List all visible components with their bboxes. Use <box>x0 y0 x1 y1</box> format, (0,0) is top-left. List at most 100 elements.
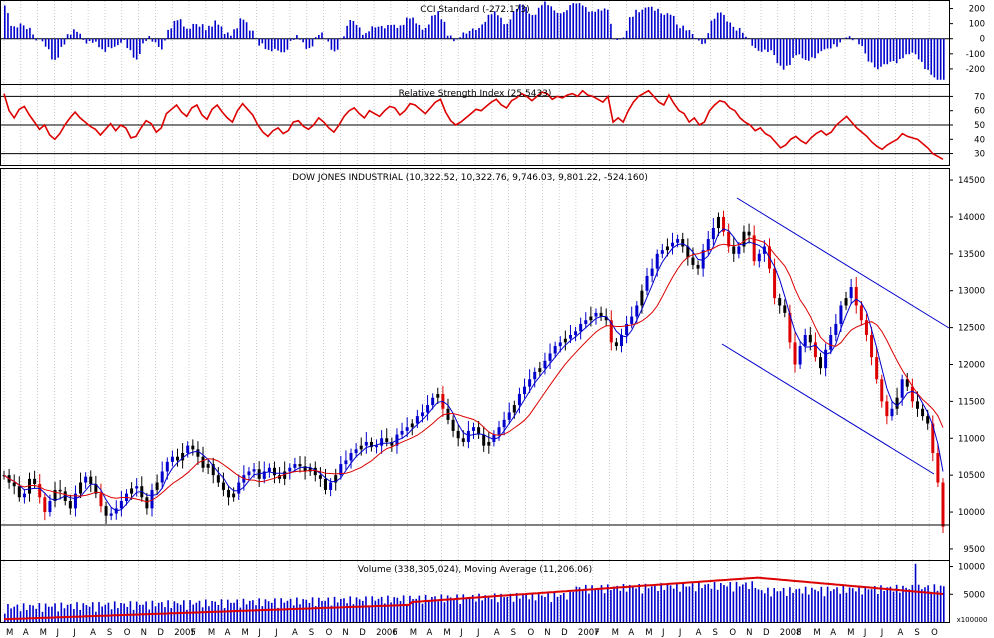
moving-averages <box>3 228 944 512</box>
volume-bar <box>449 597 452 622</box>
cci-bar <box>763 38 766 50</box>
cci-bar <box>710 20 713 39</box>
cci-bar <box>641 9 644 39</box>
candle-body <box>216 475 220 483</box>
candle-body <box>533 371 537 380</box>
cci-bar <box>647 7 650 39</box>
volume-bar <box>377 598 380 622</box>
cci-bar <box>267 38 270 50</box>
volume-bar <box>487 595 490 622</box>
trend-channel <box>0 197 950 526</box>
cci-bar <box>628 17 631 39</box>
cci-bar <box>66 34 69 39</box>
candle-body <box>844 298 848 306</box>
volume-bar <box>833 589 835 622</box>
cci-bar <box>195 24 198 39</box>
volume-bar <box>877 594 879 622</box>
volume-bar <box>308 603 311 622</box>
cci-bar <box>773 38 776 56</box>
y-tick-label: 11000 <box>958 434 985 444</box>
volume-bar <box>672 588 675 622</box>
volume-bar <box>575 586 578 622</box>
volume-bar <box>726 586 728 622</box>
cci-bar <box>757 38 760 51</box>
cci-bar <box>698 38 700 41</box>
volume-bar <box>475 601 477 622</box>
candle-body <box>681 239 685 247</box>
candle-body <box>252 469 256 472</box>
y-tick-label: 60 <box>974 107 985 117</box>
candle-body <box>711 228 715 240</box>
volume-bar <box>443 602 446 622</box>
cci-bar <box>449 35 452 39</box>
cci-bar <box>578 3 581 39</box>
volume-bar <box>710 588 713 622</box>
candle-body <box>635 305 639 317</box>
candle-body <box>109 513 113 516</box>
volume-bar <box>669 585 672 622</box>
candle-body <box>288 467 292 472</box>
volume-bar <box>261 606 264 622</box>
candle-body <box>813 342 817 358</box>
candle-body <box>104 506 108 516</box>
volume-bar <box>864 586 867 622</box>
volume-bar <box>299 604 301 622</box>
volume-bar <box>311 597 314 622</box>
candle-body <box>119 500 123 509</box>
cci-bar <box>76 31 78 39</box>
cci-bar <box>377 26 380 39</box>
volume-bar <box>289 598 292 622</box>
volume-bar <box>588 593 590 622</box>
cci-bar <box>383 28 386 39</box>
volume-bar <box>663 589 666 622</box>
x-tick-label: J <box>257 628 261 638</box>
candle-body <box>206 464 210 468</box>
candle-body <box>364 441 368 446</box>
cci-bar <box>154 38 157 43</box>
cci-bar <box>801 38 804 59</box>
candle-body <box>783 305 787 313</box>
cci-bar <box>280 38 282 53</box>
cci-bar <box>911 38 914 53</box>
volume-bar <box>440 594 443 622</box>
cci-bar <box>619 38 622 40</box>
candle-body <box>543 360 547 369</box>
cci-bar <box>519 4 521 39</box>
cci-bar <box>563 12 565 39</box>
cci-bar <box>113 38 116 47</box>
volume-bar <box>795 589 797 622</box>
volume-bar <box>302 599 304 622</box>
cci-bar <box>936 38 939 80</box>
volume-bar <box>785 595 788 622</box>
cci-bar <box>189 28 191 39</box>
candle-body <box>375 445 379 448</box>
volume-bar <box>490 599 493 622</box>
x-tick-label: M <box>443 628 450 638</box>
volume-bar <box>25 610 28 622</box>
candle-body <box>584 320 588 324</box>
candle-body <box>773 268 777 299</box>
cci-bar <box>412 17 414 39</box>
volume-bar <box>346 603 348 622</box>
volume-bar <box>729 582 732 622</box>
cci-bar <box>299 38 301 40</box>
candle-body <box>267 467 271 472</box>
volume-bar <box>374 600 377 622</box>
volume-bar <box>349 596 352 622</box>
volume-bar <box>902 585 904 622</box>
cci-bar <box>603 8 606 39</box>
cci-bar <box>600 10 603 39</box>
volume-bar <box>497 602 499 622</box>
volume-bar <box>666 584 669 622</box>
cci-bar <box>515 8 518 39</box>
cci-bar <box>559 13 562 39</box>
x-tick-label: O <box>527 628 534 638</box>
candle-body <box>456 430 460 439</box>
cci-bar <box>676 24 678 39</box>
volume-bar <box>522 595 524 622</box>
cci-bar <box>456 38 458 40</box>
candle-body <box>895 397 899 409</box>
volume-bar <box>814 589 816 622</box>
cci-bar <box>19 23 22 39</box>
volume-bar <box>682 583 684 622</box>
